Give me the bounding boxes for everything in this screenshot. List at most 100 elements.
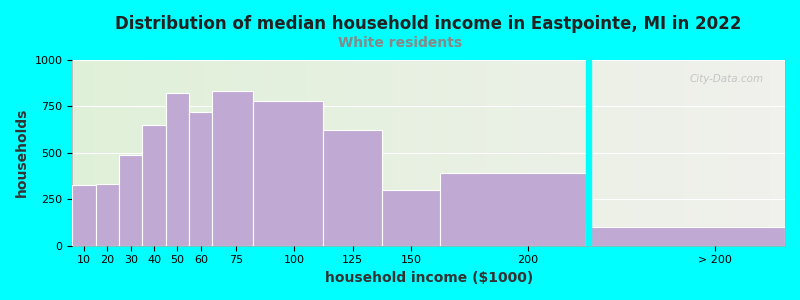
Bar [742, 60, 750, 246]
Bar [213, 91, 254, 246]
Bar [79, 60, 86, 246]
Bar [122, 60, 130, 246]
Bar [400, 60, 407, 246]
Bar [314, 60, 322, 246]
Bar [300, 60, 307, 246]
Bar [586, 60, 593, 246]
Bar [108, 60, 115, 246]
Bar [215, 60, 222, 246]
Bar [550, 60, 557, 246]
Bar [414, 60, 422, 246]
Bar [96, 184, 119, 246]
Bar [450, 60, 457, 246]
Bar [142, 125, 166, 246]
Bar [201, 60, 208, 246]
Bar [322, 60, 329, 246]
Bar [158, 60, 165, 246]
Bar [130, 60, 137, 246]
Bar [422, 60, 429, 246]
Bar [358, 60, 365, 246]
Bar [236, 60, 243, 246]
Bar [323, 130, 382, 246]
Bar [564, 60, 571, 246]
Bar [471, 60, 478, 246]
Bar [571, 60, 578, 246]
Bar [294, 60, 300, 246]
Bar [486, 60, 493, 246]
Bar [686, 60, 692, 246]
Bar [137, 60, 143, 246]
Bar [443, 60, 450, 246]
Bar [642, 60, 650, 246]
Bar [770, 60, 778, 246]
Bar [621, 60, 628, 246]
Bar [692, 60, 699, 246]
Bar [578, 60, 586, 246]
Bar [365, 60, 372, 246]
Bar [436, 60, 443, 246]
Bar [254, 100, 323, 246]
Bar [714, 60, 721, 246]
Bar [72, 60, 79, 246]
Bar [699, 60, 706, 246]
Bar [189, 112, 213, 246]
Bar [607, 60, 614, 246]
Bar [407, 60, 414, 246]
Bar [628, 60, 635, 246]
Bar [507, 60, 514, 246]
Bar [165, 60, 172, 246]
Bar [678, 60, 686, 246]
Bar [721, 60, 728, 246]
Bar [393, 60, 400, 246]
Text: White residents: White residents [338, 36, 462, 50]
Bar [650, 60, 657, 246]
Bar [350, 60, 358, 246]
Bar [600, 60, 607, 246]
Bar [664, 60, 671, 246]
Bar [279, 60, 286, 246]
Bar [657, 60, 664, 246]
Bar [143, 60, 150, 246]
Bar [586, 60, 591, 246]
Bar [429, 60, 436, 246]
Bar [635, 60, 642, 246]
Bar [478, 60, 486, 246]
Bar [250, 60, 258, 246]
Bar [593, 60, 600, 246]
Bar [119, 154, 142, 246]
Bar [179, 60, 186, 246]
Bar [514, 60, 522, 246]
Bar [243, 60, 250, 246]
Bar [757, 60, 764, 246]
Bar [614, 60, 621, 246]
Bar [307, 60, 314, 246]
Bar [386, 60, 393, 246]
Bar [336, 60, 343, 246]
Bar [172, 60, 179, 246]
Bar [671, 60, 678, 246]
Bar [764, 60, 770, 246]
Bar [457, 60, 464, 246]
Bar [464, 60, 471, 246]
Bar [194, 60, 201, 246]
Bar [778, 60, 785, 246]
Bar [586, 227, 785, 246]
Bar [542, 60, 550, 246]
Bar [500, 60, 507, 246]
Bar [208, 60, 215, 246]
Bar [343, 60, 350, 246]
Bar [329, 60, 336, 246]
Bar [258, 60, 265, 246]
Y-axis label: households: households [15, 108, 29, 197]
Bar [440, 173, 586, 246]
Bar [101, 60, 108, 246]
Bar [272, 60, 279, 246]
Bar [229, 60, 236, 246]
Bar [535, 60, 542, 246]
X-axis label: household income ($1000): household income ($1000) [325, 271, 533, 285]
Bar [150, 60, 158, 246]
Bar [728, 60, 735, 246]
Bar [557, 60, 564, 246]
Bar [706, 60, 714, 246]
Bar [222, 60, 229, 246]
